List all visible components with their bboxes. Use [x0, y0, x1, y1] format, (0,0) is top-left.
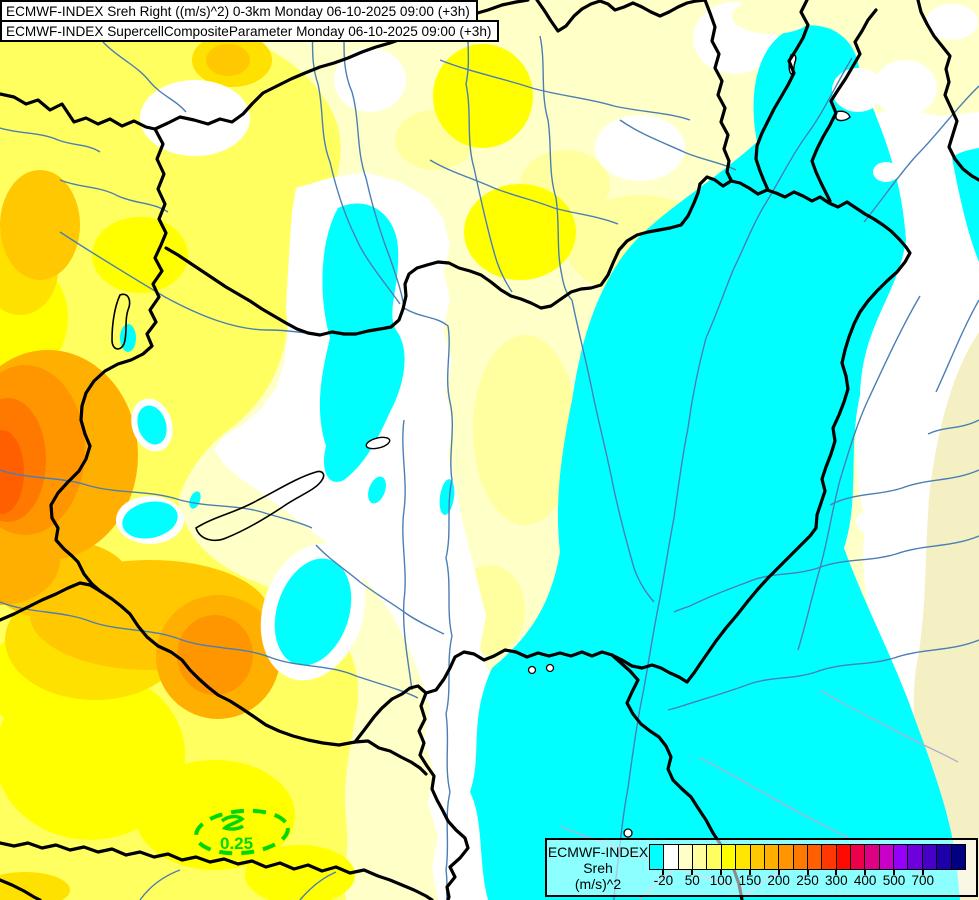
legend-tick-label: 250	[796, 873, 819, 888]
legend-color-box	[678, 845, 694, 869]
legend-color-box	[836, 845, 852, 869]
legend-tick-label: 200	[767, 873, 790, 888]
legend-color-box	[865, 845, 880, 869]
legend-color-box	[793, 845, 808, 869]
legend-bar-zone: -20 50 100 150 200 250 300 400 500 700	[649, 840, 976, 895]
legend-color-box	[707, 845, 722, 869]
scp-contour-value-label: 0.25	[220, 834, 254, 853]
title-line-1: ECMWF-INDEX Sreh Right ((m/s)^2) 0-3km M…	[6, 4, 470, 19]
legend-tick-label: 700	[911, 873, 935, 888]
legend-color-box	[922, 845, 938, 869]
legend-color-box	[807, 845, 823, 869]
legend-tick-label: 150	[738, 873, 762, 888]
legend-color-box	[822, 845, 837, 869]
legend-color-box	[664, 845, 679, 869]
lake-velence-outline	[365, 436, 391, 450]
legend-tick	[921, 870, 924, 875]
legend-tick-label: 50	[684, 873, 700, 888]
legend-tick	[691, 870, 694, 875]
legend-color-box	[908, 845, 923, 869]
legend-color-box	[736, 845, 751, 869]
title-line-2: ECMWF-INDEX SupercellCompositeParameter …	[6, 24, 492, 39]
legend-color-box	[879, 845, 895, 869]
legend-bar-outer: -20 50 100 150 200 250 300 400 500 700	[649, 844, 966, 894]
lakes	[111, 53, 851, 838]
title-bar-sreh: ECMWF-INDEX Sreh Right ((m/s)^2) 0-3km M…	[0, 0, 478, 22]
lake-balaton-outline	[195, 470, 325, 542]
scp-contour	[194, 808, 290, 856]
legend-color-bar	[649, 844, 966, 870]
legend-tick	[892, 870, 895, 875]
legend-color-box	[650, 845, 665, 869]
legend-header: ECMWF-INDEX Sreh (m/s)^2	[547, 840, 649, 895]
legend-color-box	[721, 845, 737, 869]
legend-color-box	[693, 845, 708, 869]
legend-tick-label: 100	[709, 873, 733, 888]
legend-tick-label: -20	[653, 873, 674, 888]
legend-tick	[806, 870, 809, 875]
legend-tick	[777, 870, 780, 875]
lake-neusiedl-outline	[111, 293, 131, 350]
legend-tick-label: 500	[882, 873, 906, 888]
legend-color-box	[779, 845, 794, 869]
legend-color-box	[894, 845, 909, 869]
legend-color-box	[750, 845, 765, 869]
legend-tick	[720, 870, 723, 875]
legend-model-name: ECMWF-INDEX	[547, 844, 649, 860]
legend-tick-label: 400	[853, 873, 877, 888]
legend-units: (m/s)^2	[574, 876, 622, 892]
legend-tick	[835, 870, 838, 875]
legend-tick	[748, 870, 751, 875]
title-bar-scp: ECMWF-INDEX SupercellCompositeParameter …	[0, 20, 500, 42]
legend-color-box	[951, 845, 965, 869]
color-scale-legend: ECMWF-INDEX Sreh (m/s)^2 -20 50 100 150 200 2…	[545, 838, 978, 897]
legend-tick-label: 300	[825, 873, 848, 888]
legend-tick	[662, 870, 665, 875]
legend-color-box	[937, 845, 952, 869]
legend-color-box	[851, 845, 866, 869]
legend-parameter-name: Sreh	[583, 860, 613, 876]
legend-color-box	[764, 845, 780, 869]
legend-tick	[864, 870, 867, 875]
